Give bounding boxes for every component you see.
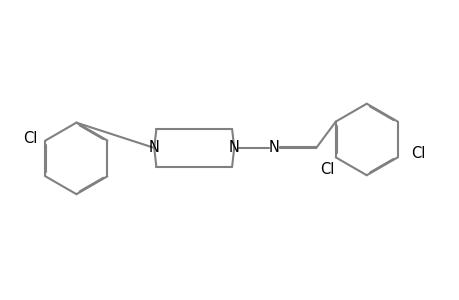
Text: Cl: Cl [411, 146, 425, 161]
Text: N: N [228, 140, 239, 155]
Text: Cl: Cl [319, 163, 334, 178]
Text: N: N [149, 140, 159, 155]
Text: N: N [268, 140, 279, 155]
Text: Cl: Cl [23, 131, 38, 146]
